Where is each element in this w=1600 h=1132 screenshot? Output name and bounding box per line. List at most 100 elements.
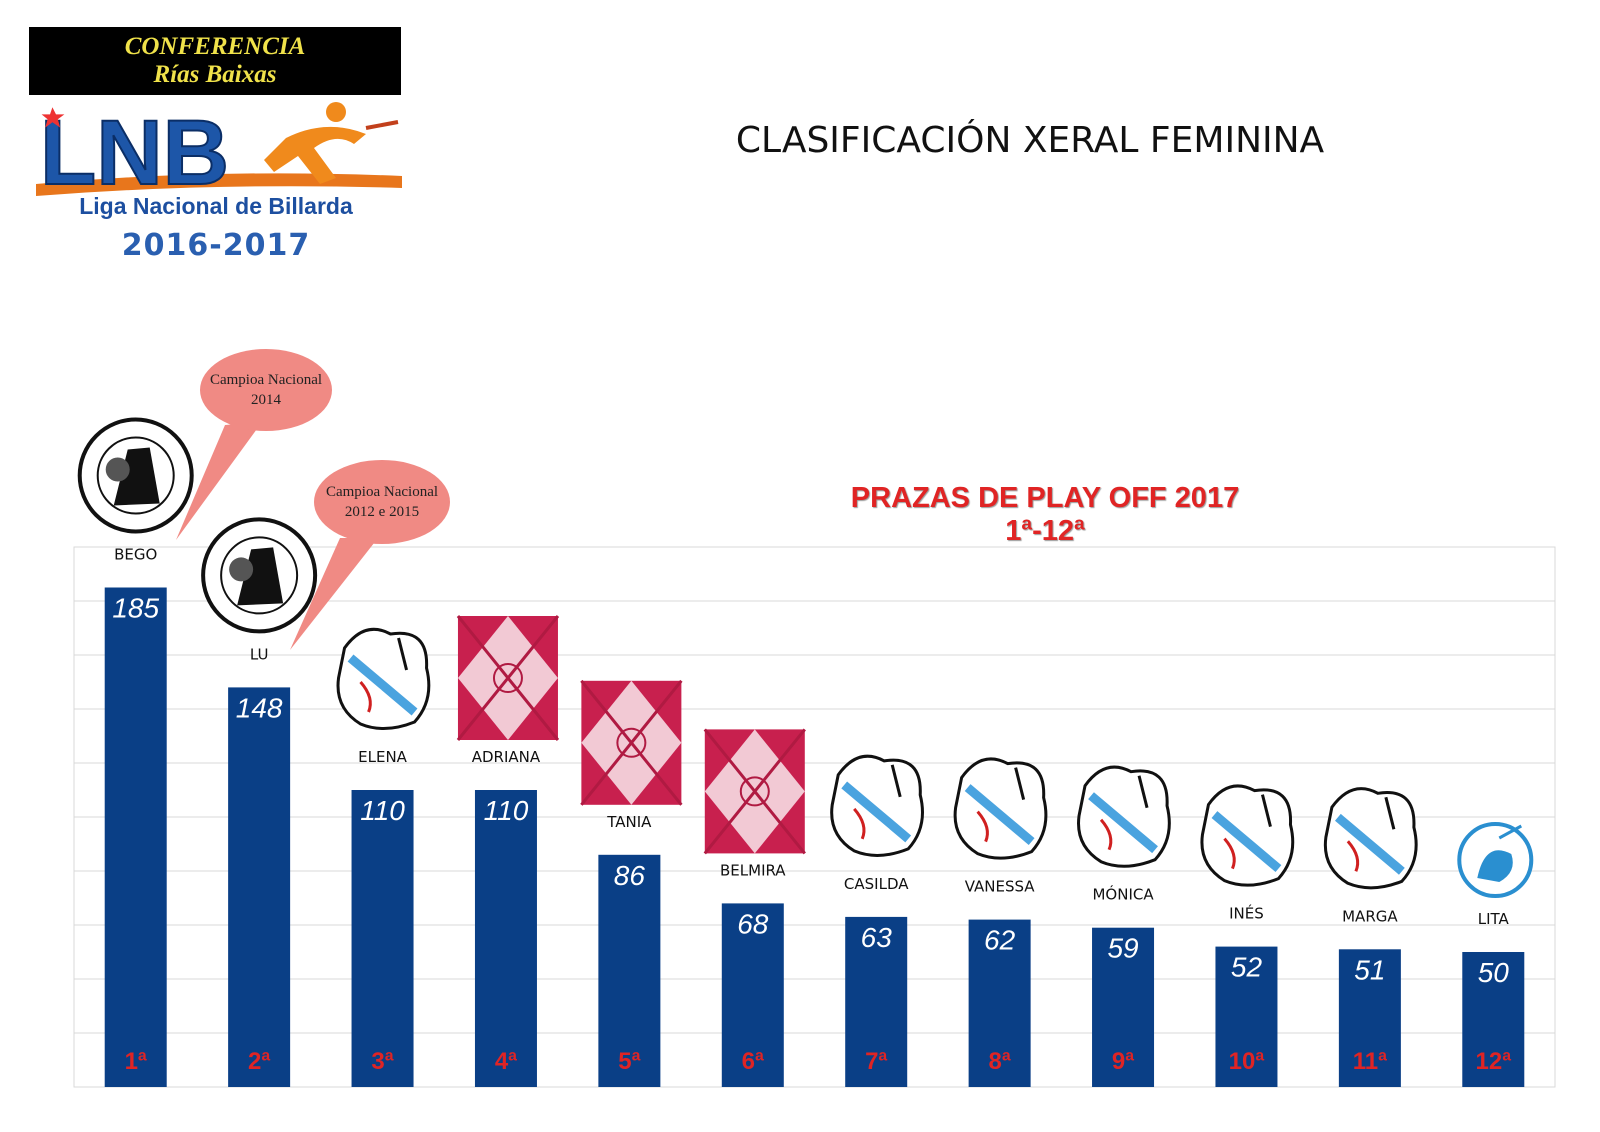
rank-label: 4ª [495, 1048, 517, 1075]
bar-value-label: 185 [112, 593, 159, 624]
bar-group: 51 11ª MARGA [1338, 907, 1401, 1087]
rank-label: 6ª [742, 1048, 764, 1075]
page-title: CLASIFICACIÓN XERAL FEMININA [735, 120, 1325, 161]
player-name-label: CASILDA [844, 875, 909, 893]
corredoiras-logo-inner [96, 436, 175, 515]
marin-logo-map [1200, 784, 1295, 887]
bar-group: 86 5ª TANIA [598, 813, 661, 1087]
club-logo [77, 417, 194, 534]
rank-label: 7ª [865, 1048, 887, 1075]
marin-logo-stripe [1211, 811, 1282, 873]
bar [721, 903, 784, 1087]
bar-value-label: 110 [484, 795, 529, 826]
marin-logo-player [1384, 796, 1396, 830]
player-name-label: VANESSA [965, 878, 1036, 896]
valpacos-logo-emblem [492, 663, 523, 693]
bar-value-label: 63 [861, 922, 893, 953]
marin-logo-red-mark [853, 807, 866, 840]
playoff-title: PRAZAS DE PLAY OFF 2017 1ª-12ª [820, 482, 1270, 548]
club-logo [1323, 787, 1418, 890]
marin-logo-map [953, 757, 1048, 860]
bar-group: 63 7ª CASILDA [844, 875, 909, 1087]
conference-banner: CONFERENCIA Rías Baixas [29, 27, 401, 95]
marin-logo-red-mark [359, 681, 372, 713]
bar-group: 50 12ª LITA [1462, 910, 1525, 1087]
club-logo [580, 679, 683, 806]
bar-group: 68 6ª BELMIRA [720, 861, 786, 1087]
bar-group: 148 2ª LU [228, 645, 291, 1087]
player-name-label: ELENA [358, 748, 408, 766]
marin-logo-red-mark [1346, 840, 1360, 872]
lnb-logo: LNB [36, 101, 402, 196]
marin-logo-player [397, 637, 408, 671]
callout-bubble-1: Campioa Nacional 2014 [176, 349, 332, 540]
lage-logo-figure [1477, 850, 1513, 882]
callouts: Campioa Nacional 2014 Campioa Nacional 2… [176, 349, 450, 650]
bar-value-label: 110 [360, 795, 405, 826]
bar [474, 790, 537, 1087]
bar [598, 854, 661, 1087]
marin-logo-stripe [1334, 813, 1405, 875]
bar-value-label: 62 [984, 925, 1016, 956]
banner-line-1: CONFERENCIA [124, 33, 306, 60]
marin-logo-map [1077, 765, 1171, 868]
marin-logo-stripe [347, 654, 418, 716]
player-name-label: INÉS [1229, 904, 1264, 923]
corredoiras-logo-tree [229, 557, 254, 582]
logo-letters: LNB [40, 102, 229, 196]
callout-1-line-2: 2014 [251, 392, 282, 408]
marin-logo-map [336, 627, 431, 730]
corredoiras-logo-inner [220, 536, 299, 615]
bar-value-label: 148 [236, 692, 283, 723]
player-name-label: TANIA [606, 813, 652, 831]
marin-logo-player [890, 764, 902, 798]
marin-logo-red-mark [976, 810, 989, 843]
player-name-label: LITA [1478, 910, 1510, 928]
marin-logo-stripe [1088, 792, 1158, 854]
club-logo [1077, 765, 1171, 868]
marin-logo-map [1323, 787, 1418, 890]
bar [1215, 946, 1278, 1087]
valpacos-logo-lines [703, 728, 806, 855]
lage-logo-stick [1498, 824, 1523, 840]
marin-logo-map [830, 754, 924, 857]
callout-2-line-2: 2012 e 2015 [345, 504, 419, 520]
valpacos-logo-lines [456, 615, 560, 741]
bar [1338, 949, 1401, 1087]
club-logo [1457, 822, 1534, 898]
callout-1-line-1: Campioa Nacional [210, 372, 322, 388]
club-logo [1200, 784, 1295, 887]
rank-label: 3ª [371, 1048, 393, 1075]
rank-label: 8ª [989, 1048, 1011, 1075]
corredoiras-logo-tree [105, 457, 130, 482]
bar-value-label: 50 [1478, 957, 1510, 988]
bar [1092, 927, 1155, 1087]
valpacos-logo-lines [580, 679, 683, 806]
bar [845, 916, 908, 1087]
playoff-line-2: 1ª-12ª [1005, 515, 1085, 547]
marin-logo-red-mark [1099, 818, 1113, 851]
bar-group: 62 8ª VANESSA [965, 878, 1036, 1087]
club-logo [456, 615, 560, 741]
player-name-label: MARGA [1342, 907, 1398, 925]
rank-label: 11ª [1353, 1048, 1387, 1075]
callout-bubble-2: Campioa Nacional 2012 e 2015 [290, 460, 450, 650]
season-label: 2016-2017 [121, 228, 311, 263]
rank-label: 9ª [1112, 1048, 1134, 1075]
bar [1462, 952, 1525, 1087]
club-logo [201, 517, 318, 634]
marin-logo-player [1014, 767, 1026, 800]
club-logo [953, 757, 1048, 860]
valpacos-logo-emblem [739, 776, 770, 807]
club-logo [830, 754, 924, 857]
bar [104, 587, 167, 1087]
club-logo [336, 627, 431, 730]
player-name-label: BEGO [114, 546, 157, 564]
bar-group: 110 4ª ADRIANA [472, 748, 541, 1087]
playoff-line-1: PRAZAS DE PLAY OFF 2017 [850, 482, 1240, 514]
marin-logo-stripe [964, 784, 1035, 846]
callout-2-line-1: Campioa Nacional [326, 484, 438, 500]
banner-line-2: Rías Baixas [153, 61, 277, 88]
club-logo [703, 728, 806, 855]
